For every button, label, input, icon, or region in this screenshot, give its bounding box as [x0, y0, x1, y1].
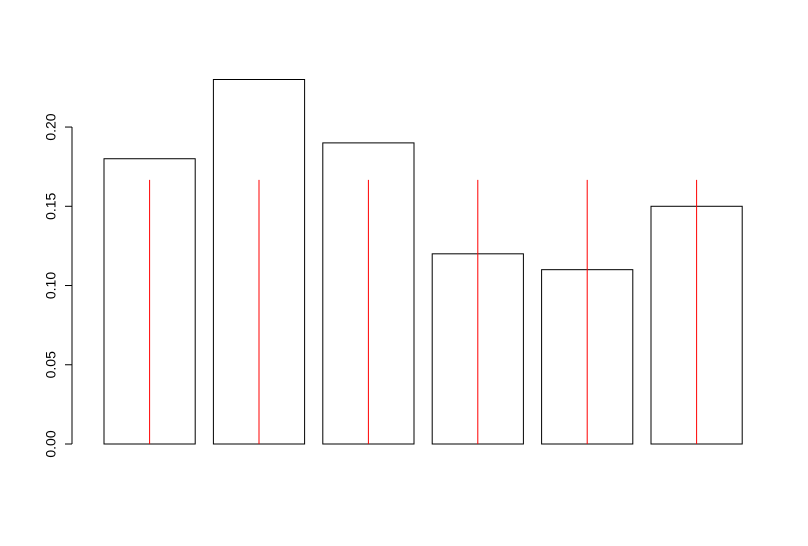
y-tick-label: 0.00	[43, 430, 59, 457]
y-tick-label: 0.15	[43, 192, 59, 219]
y-tick-label: 0.05	[43, 351, 59, 378]
y-tick-label: 0.10	[43, 272, 59, 299]
y-tick-label: 0.20	[43, 113, 59, 140]
